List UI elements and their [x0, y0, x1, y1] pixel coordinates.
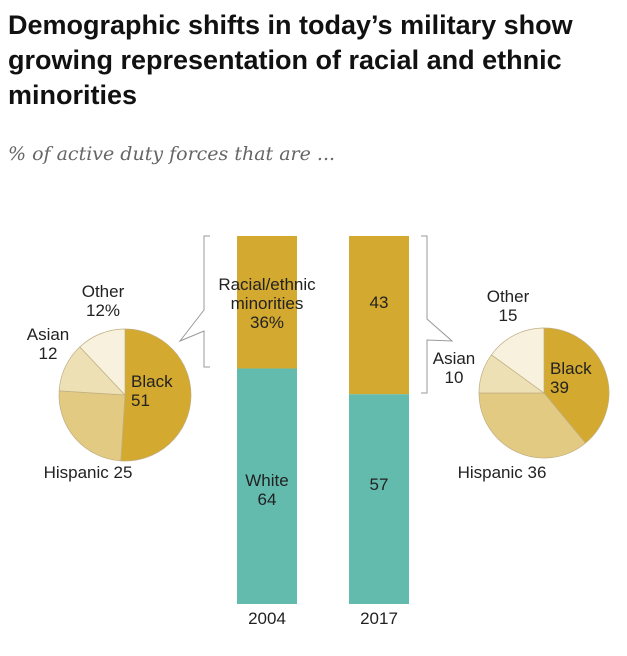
label-minorities-2017: 43 — [370, 293, 389, 312]
pie-slice-other-2004 — [79, 328, 126, 396]
bar-minorities-2017 — [349, 236, 409, 395]
bracket-2017 — [421, 235, 454, 394]
pie-slice-black-2004 — [120, 328, 192, 462]
pie-label-hispanic-2004: Hispanic 25 — [44, 463, 133, 482]
x-tick-label-2004: 2004 — [248, 609, 286, 628]
pie-slice-hispanic-2017 — [478, 392, 586, 459]
pie-label-other-2004: Other 12% — [82, 282, 125, 320]
bar-white-2017 — [349, 394, 409, 604]
pie-label-asian-2004: Asian 12 — [27, 325, 70, 363]
pie-slice-black-2017 — [543, 327, 610, 444]
label-white-2017: 57 — [370, 475, 389, 494]
pie-label-other-2017: Other 15 — [487, 287, 530, 325]
pie-label-asian-2017: Asian 10 — [433, 349, 476, 387]
label-minorities-2004: Racial/ethnic minorities 36% — [218, 275, 316, 332]
pie-label-black-2004: Black 51 — [131, 372, 173, 410]
x-tick-label-2017: 2017 — [360, 609, 398, 628]
pie-slice-hispanic-2004 — [58, 390, 126, 462]
pie-label-hispanic-2017: Hispanic 36 — [458, 463, 547, 482]
bar-white-2004 — [237, 368, 297, 604]
chart-title: Demographic shifts in today’s military s… — [8, 10, 573, 110]
chart-subtitle: % of active duty forces that are ... — [8, 143, 336, 165]
pie-slice-other-2017 — [490, 327, 545, 394]
label-white-2004: White 64 — [245, 471, 288, 509]
bar-minorities-2004 — [237, 236, 297, 369]
pie-label-black-2017: Black 39 — [550, 359, 592, 397]
bracket-2004 — [178, 235, 210, 368]
